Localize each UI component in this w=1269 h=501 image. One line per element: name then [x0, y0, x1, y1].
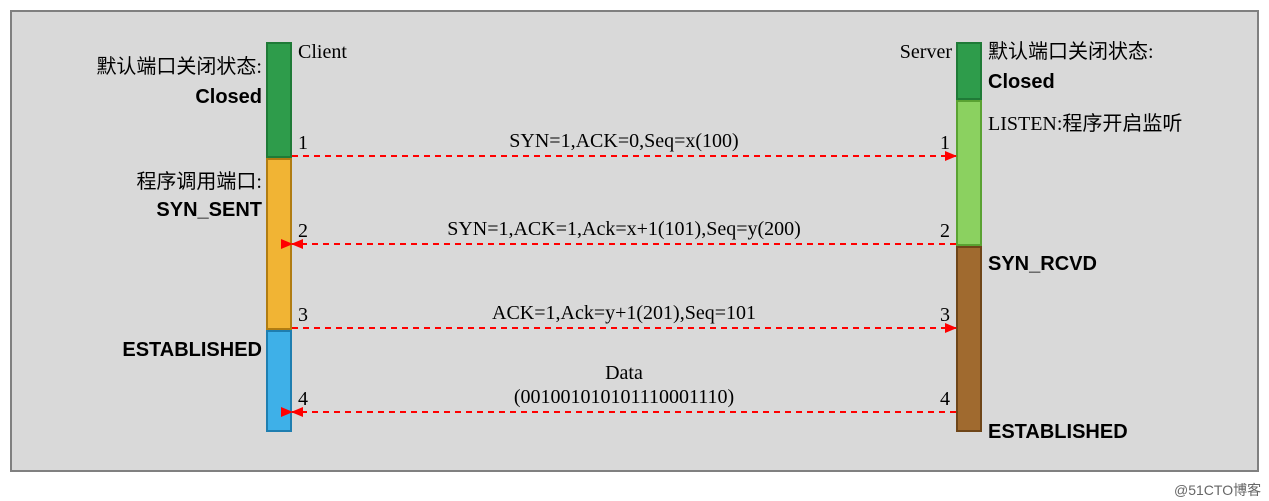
client-bar-established — [266, 330, 292, 432]
msg-4-bottom: (001001010101110001110) — [292, 386, 956, 409]
server-default-state-2: Closed — [988, 70, 1055, 94]
server-listen-label: LISTEN:程序开启监听 — [988, 112, 1182, 136]
diagram-canvas: Client Server 默认端口关闭状态: Closed 默认端口关闭状态:… — [0, 0, 1269, 501]
client-established-label: ESTABLISHED — [30, 338, 262, 362]
client-default-state-1: 默认端口关闭状态: — [30, 55, 262, 79]
server-lane — [956, 0, 982, 462]
server-bar-listen — [956, 100, 982, 246]
client-syn-sent-2: SYN_SENT — [30, 198, 262, 222]
client-title: Client — [298, 40, 347, 64]
server-syn-rcvd-label: SYN_RCVD — [988, 252, 1097, 276]
client-bar-syn-sent — [266, 158, 292, 330]
msg-3: ACK=1,Ack=y+1(201),Seq=101 — [292, 302, 956, 325]
msg-4-top: Data — [292, 362, 956, 385]
msg-2: SYN=1,ACK=1,Ack=x+1(101),Seq=y(200) — [292, 218, 956, 241]
server-default-state-1: 默认端口关闭状态: — [988, 40, 1154, 64]
watermark: @51CTO博客 — [1174, 480, 1261, 500]
client-bar-closed — [266, 42, 292, 158]
server-bar-closed — [956, 42, 982, 100]
client-syn-sent-1: 程序调用端口: — [30, 170, 262, 194]
client-default-state-2: Closed — [30, 85, 262, 109]
msg-1: SYN=1,ACK=0,Seq=x(100) — [292, 130, 956, 153]
server-title: Server — [820, 40, 952, 64]
client-lane — [266, 0, 292, 462]
server-established-label: ESTABLISHED — [988, 420, 1128, 444]
server-bar-syn-rcvd — [956, 246, 982, 432]
